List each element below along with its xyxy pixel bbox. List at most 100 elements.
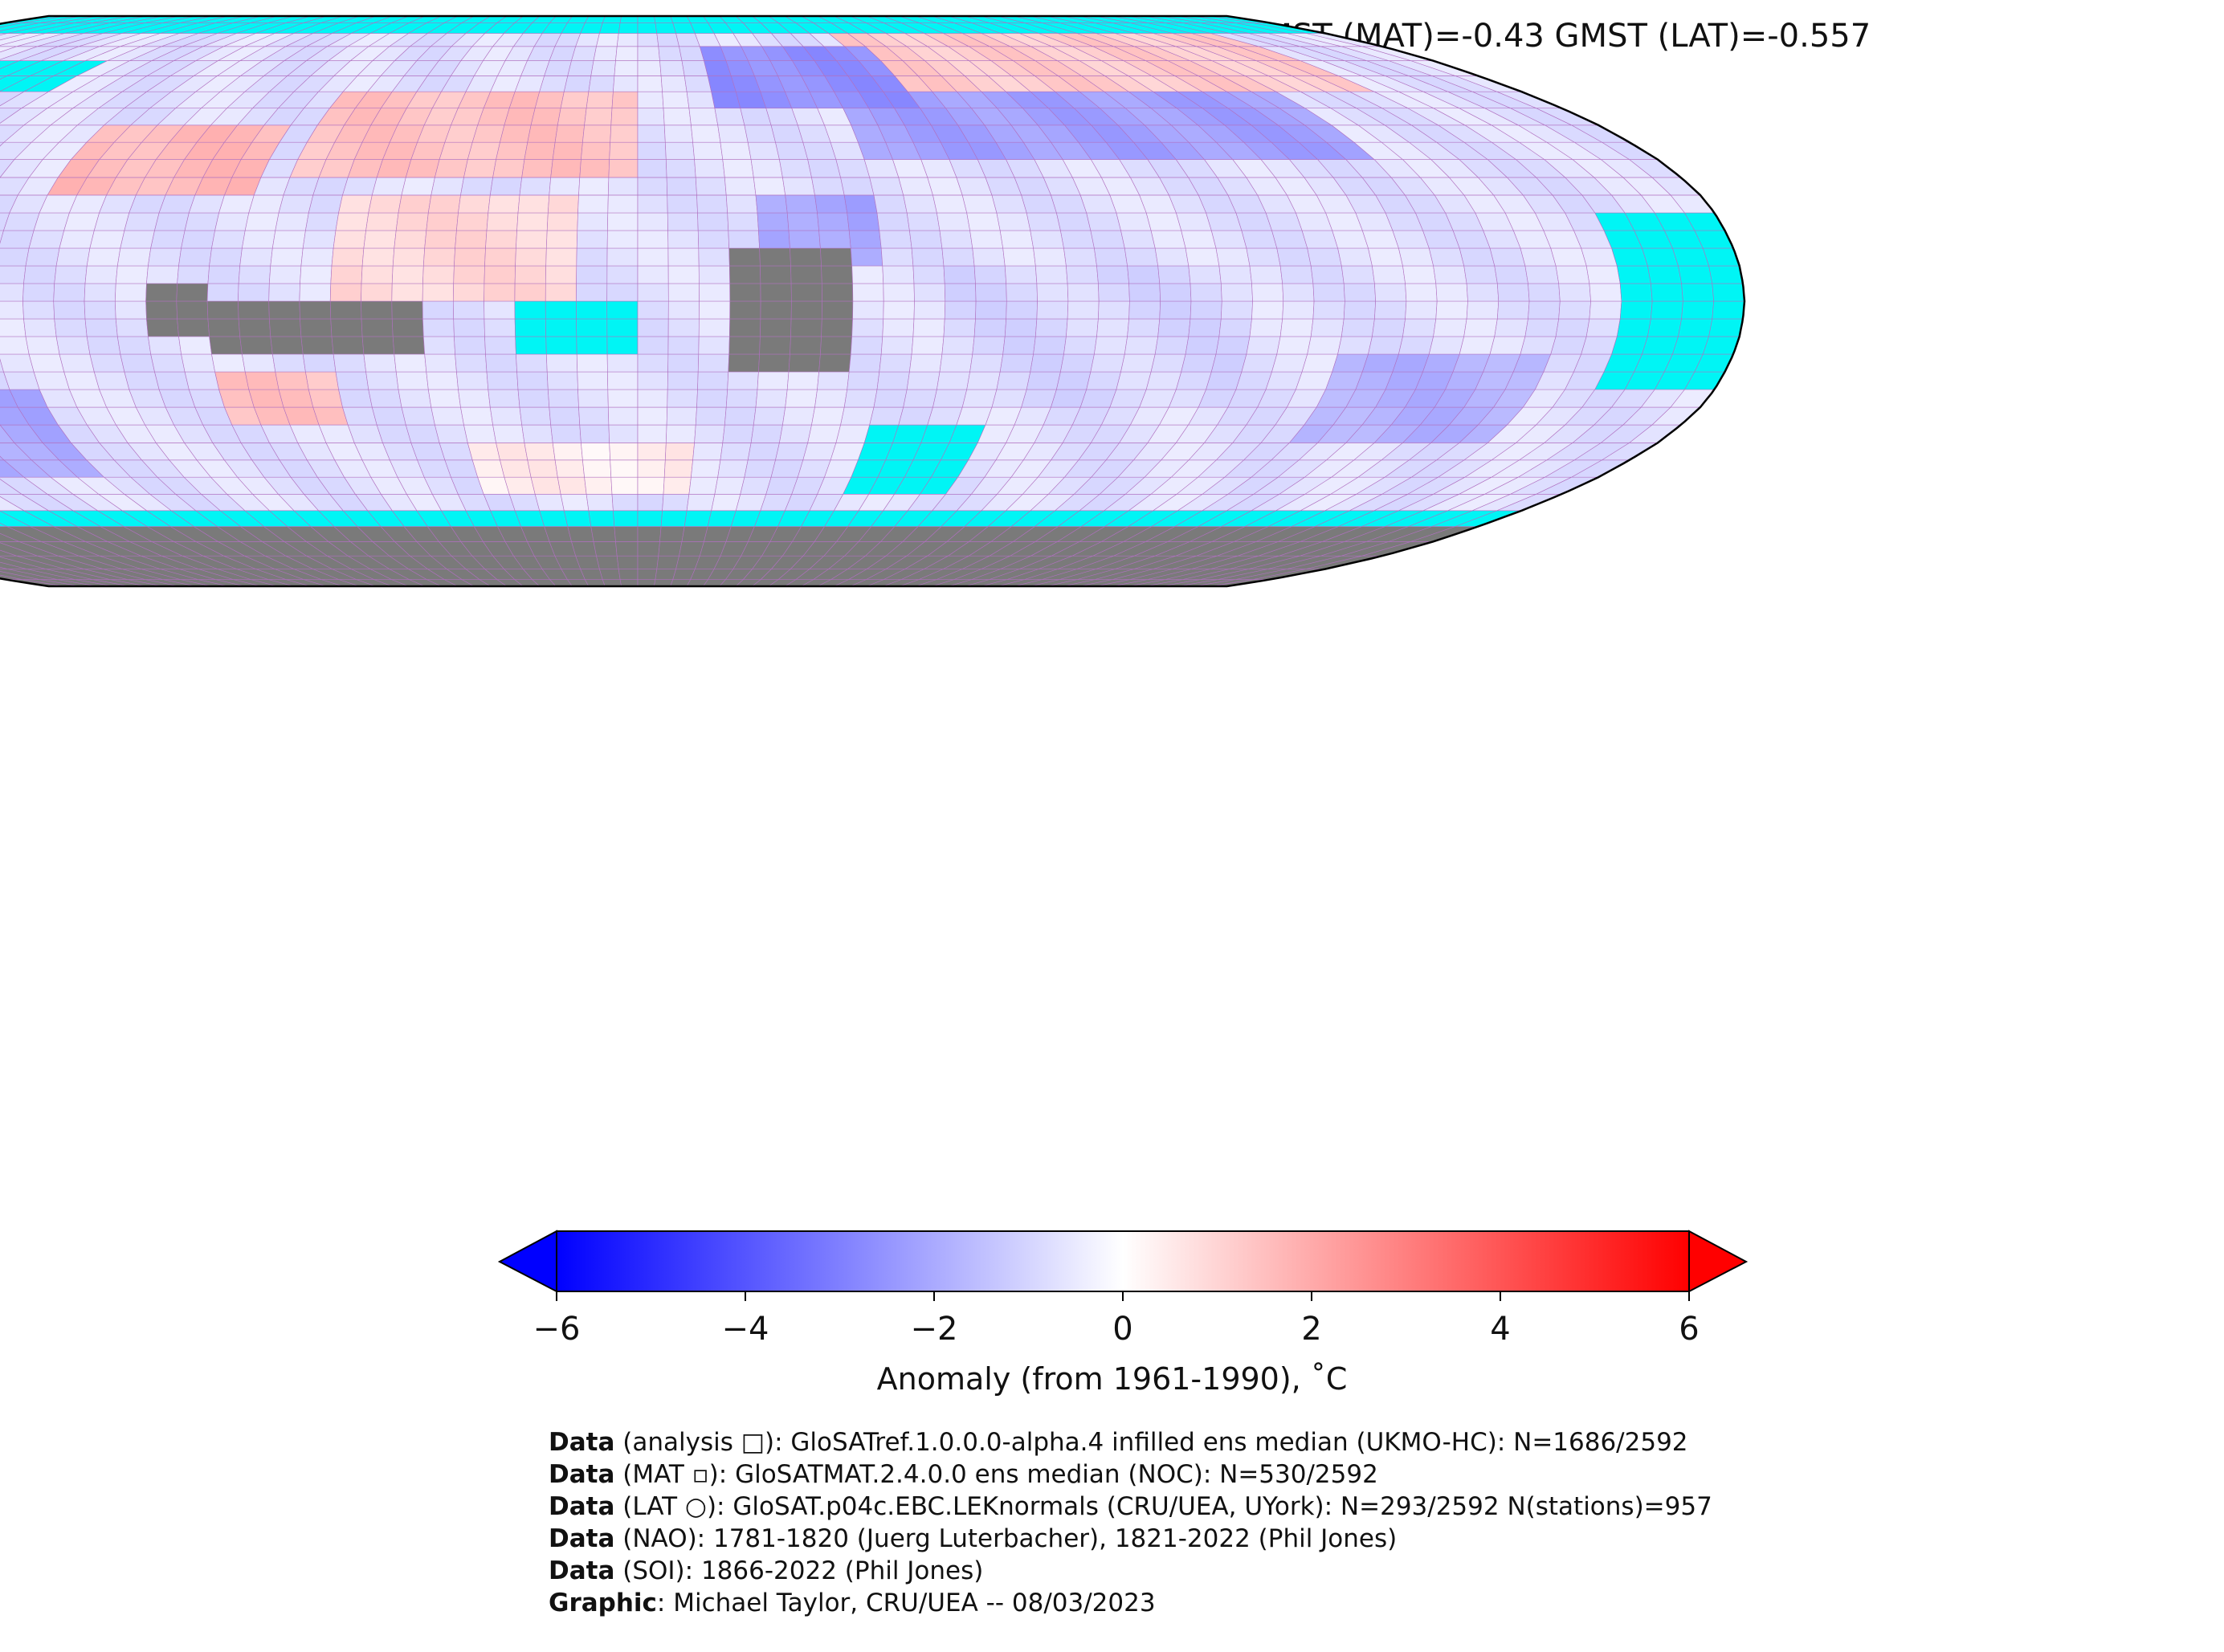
grid-cell xyxy=(586,493,614,512)
grid-cell xyxy=(1589,300,1622,320)
grid-cell xyxy=(725,194,758,214)
grid-cell xyxy=(431,177,464,196)
grid-cell xyxy=(1063,336,1097,355)
grid-cell xyxy=(146,265,179,284)
grid-cell xyxy=(869,177,904,196)
grid-cell xyxy=(818,230,851,249)
grid-cell xyxy=(567,526,594,542)
grid-cell xyxy=(368,194,402,214)
grid-cell xyxy=(238,300,270,320)
grid-cell xyxy=(546,371,578,390)
grid-cell xyxy=(485,353,517,373)
grid-cell xyxy=(84,283,116,302)
grid-cell xyxy=(916,16,955,23)
grid-cell xyxy=(300,336,334,355)
grid-cell xyxy=(0,569,22,580)
grid-cell xyxy=(184,371,219,390)
grid-cell xyxy=(1096,16,1149,23)
grid-cell xyxy=(244,371,280,390)
grid-cell xyxy=(238,318,271,337)
grid-cell xyxy=(181,353,215,373)
grid-cell xyxy=(788,230,821,249)
grid-cell xyxy=(53,283,86,302)
grid-cell xyxy=(422,265,455,284)
grid-cell xyxy=(463,424,496,443)
grid-cell xyxy=(524,443,556,461)
grid-cell xyxy=(1120,353,1156,373)
grid-cell xyxy=(1282,283,1315,302)
grid-cell xyxy=(1550,247,1587,267)
grid-cell xyxy=(807,159,841,178)
grid-cell xyxy=(1006,300,1038,320)
grid-cell xyxy=(439,443,473,461)
colorbar-tick-label: 0 xyxy=(1112,1311,1133,1348)
grid-cell xyxy=(154,371,190,390)
grid-cell xyxy=(1036,300,1069,320)
grid-cell xyxy=(909,353,943,373)
grid-cell xyxy=(1616,265,1651,284)
grid-cell xyxy=(514,300,546,320)
grid-cell xyxy=(999,353,1034,373)
grid-cell xyxy=(530,476,561,495)
grid-cell xyxy=(463,159,496,178)
grid-cell xyxy=(244,212,280,231)
grid-cell xyxy=(576,283,608,302)
grid-cell xyxy=(550,159,582,178)
grid-cell xyxy=(455,353,488,373)
grid-cell xyxy=(1494,265,1528,284)
grid-cell xyxy=(637,353,669,373)
grid-cell xyxy=(637,476,665,495)
grid-cell xyxy=(1374,283,1407,302)
grid-cell xyxy=(361,247,395,267)
grid-cell xyxy=(303,16,344,23)
grid-cell xyxy=(702,16,727,23)
grid-cell xyxy=(755,389,788,408)
grid-cell xyxy=(637,159,667,178)
grid-cell xyxy=(371,177,406,196)
grid-cell xyxy=(394,230,427,249)
grid-cell xyxy=(218,389,255,408)
grid-cell xyxy=(0,247,30,267)
grid-cell xyxy=(637,526,662,542)
grid-cell xyxy=(521,424,553,443)
grid-cell xyxy=(1428,336,1465,355)
grid-cell xyxy=(876,371,910,390)
grid-cell xyxy=(22,16,82,23)
grid-cell xyxy=(554,459,585,478)
grid-cell xyxy=(779,424,812,443)
grid-cell xyxy=(608,159,639,178)
grid-cell xyxy=(1206,371,1243,390)
grid-cell xyxy=(486,212,519,231)
grid-cell xyxy=(937,212,970,231)
grid-cell xyxy=(1145,371,1182,390)
grid-cell xyxy=(1086,371,1121,390)
grid-cell xyxy=(1185,247,1220,267)
grid-cell xyxy=(549,16,573,23)
grid-cell xyxy=(214,371,250,390)
credit-line-label: Data xyxy=(549,1460,615,1489)
grid-cell xyxy=(546,212,578,231)
grid-cell xyxy=(211,230,246,249)
grid-cell xyxy=(93,371,130,390)
grid-cell xyxy=(932,16,973,23)
grid-cell xyxy=(581,141,611,160)
grid-cell xyxy=(782,406,815,426)
grid-cell xyxy=(1651,300,1683,320)
grid-cell xyxy=(300,265,333,284)
grid-cell xyxy=(308,389,343,408)
grid-cell xyxy=(751,16,780,23)
grid-cell xyxy=(882,318,915,337)
grid-cell xyxy=(567,60,594,76)
grid-cell xyxy=(0,526,19,542)
grid-cell xyxy=(692,141,724,160)
grid-cell xyxy=(59,353,95,373)
grid-cell xyxy=(610,108,639,126)
grid-cell xyxy=(120,230,155,249)
grid-cell xyxy=(1279,265,1314,284)
grid-cell xyxy=(86,336,121,355)
grid-cell xyxy=(534,91,565,108)
grid-cell xyxy=(883,300,915,320)
grid-cell xyxy=(57,16,115,23)
grid-cell xyxy=(768,16,798,23)
grid-cell xyxy=(242,230,276,249)
